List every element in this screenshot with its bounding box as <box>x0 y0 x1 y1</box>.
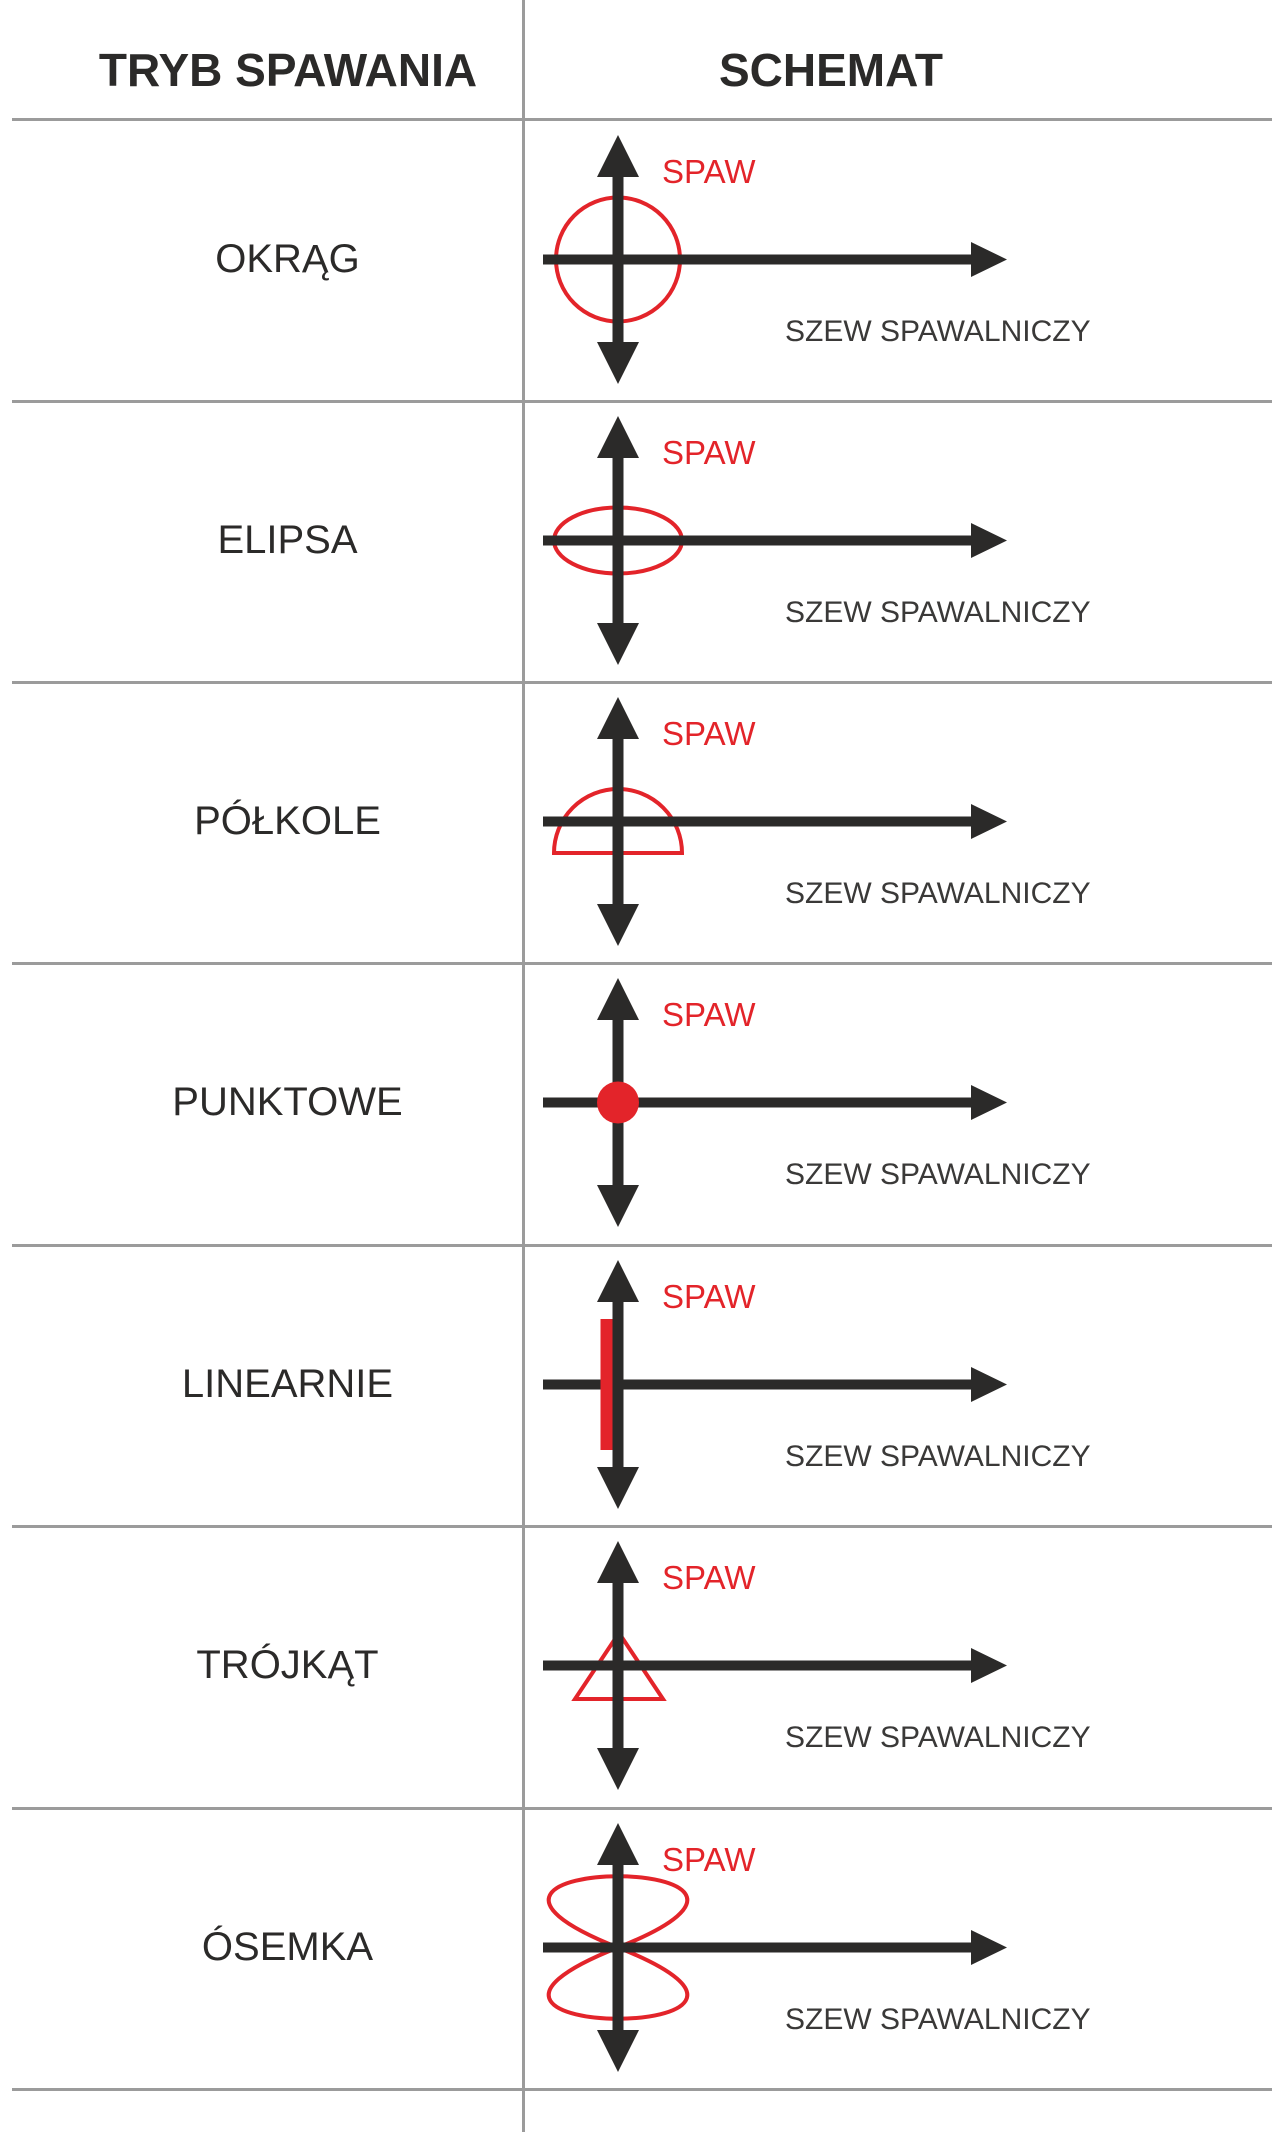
down-arrowhead-icon <box>597 342 639 384</box>
header-mode-column: TRYB SPAWANIA <box>98 44 478 96</box>
header-schema-column: SCHEMAT <box>718 44 944 96</box>
right-arrowhead-icon <box>971 523 1007 558</box>
spaw-label: SPAW <box>662 153 756 190</box>
weld-shape-bar <box>600 1319 613 1450</box>
right-arrowhead-icon <box>971 1648 1007 1683</box>
right-arrowhead-icon <box>971 804 1007 839</box>
right-arrowhead-icon <box>971 242 1007 277</box>
row-punktowe: PUNKTOWE SPAW SZEW SPAWALNICZY <box>0 962 1284 1243</box>
up-arrowhead-icon <box>597 416 639 458</box>
up-arrowhead-icon <box>597 978 639 1020</box>
mode-label: PÓŁKOLE <box>194 799 381 843</box>
mode-label: ÓSEMKA <box>201 1925 374 1969</box>
row-separator-line <box>12 962 1272 965</box>
row-okrag: OKRĄG SPAW SZEW SPAWALNICZY <box>0 119 1284 400</box>
row-linearnie: LINEARNIE SPAW SZEW SPAWALNICZY <box>0 1244 1284 1525</box>
schematic-polkole: SPAW SZEW SPAWALNICZY <box>543 697 1091 946</box>
szew-label: SZEW SPAWALNICZY <box>785 596 1091 629</box>
mode-label: PUNKTOWE <box>172 1080 403 1124</box>
row-separator-line <box>12 681 1272 684</box>
szew-label: SZEW SPAWALNICZY <box>785 1158 1091 1191</box>
szew-label: SZEW SPAWALNICZY <box>785 877 1091 910</box>
up-arrowhead-icon <box>597 1260 639 1302</box>
schematic-osemka: SPAW SZEW SPAWALNICZY <box>543 1823 1091 2072</box>
down-arrowhead-icon <box>597 2030 639 2072</box>
down-arrowhead-icon <box>597 904 639 946</box>
row-separator-line <box>12 1244 1272 1247</box>
down-arrowhead-icon <box>597 623 639 665</box>
schematic-trojkat: SPAW SZEW SPAWALNICZY <box>543 1541 1091 1790</box>
row-osemka: ÓSEMKA SPAW SZEW SPAWALNICZY <box>0 1807 1284 2088</box>
up-arrowhead-icon <box>597 1823 639 1865</box>
column-divider-line <box>522 0 525 2132</box>
up-arrowhead-icon <box>597 135 639 177</box>
spaw-label: SPAW <box>662 1841 756 1878</box>
row-polkole: PÓŁKOLE SPAW SZEW SPAWALNICZY <box>0 681 1284 962</box>
spaw-label: SPAW <box>662 715 756 752</box>
schematic-linearnie: SPAW SZEW SPAWALNICZY <box>543 1260 1091 1509</box>
schematic-okrag: SPAW SZEW SPAWALNICZY <box>543 135 1091 384</box>
schematic-elipsa: SPAW SZEW SPAWALNICZY <box>543 416 1091 665</box>
row-separator-line <box>12 2088 1272 2091</box>
right-arrowhead-icon <box>971 1367 1007 1402</box>
mode-label: LINEARNIE <box>181 1362 394 1406</box>
row-separator-line <box>12 1525 1272 1528</box>
mode-label: TRÓJKĄT <box>196 1643 379 1687</box>
mode-label: ELIPSA <box>217 518 358 562</box>
up-arrowhead-icon <box>597 1541 639 1583</box>
right-arrowhead-icon <box>971 1085 1007 1120</box>
down-arrowhead-icon <box>597 1467 639 1509</box>
row-separator-line <box>12 118 1272 121</box>
row-trojkat: TRÓJKĄT SPAW SZEW SPAWALNICZY <box>0 1525 1284 1806</box>
schematic-punktowe: SPAW SZEW SPAWALNICZY <box>543 978 1091 1227</box>
down-arrowhead-icon <box>597 1185 639 1227</box>
szew-label: SZEW SPAWALNICZY <box>785 1440 1091 1473</box>
row-separator-line <box>12 1807 1272 1810</box>
up-arrowhead-icon <box>597 697 639 739</box>
right-arrowhead-icon <box>971 1930 1007 1965</box>
row-separator-line <box>12 400 1272 403</box>
row-elipsa: ELIPSA SPAW SZEW SPAWALNICZY <box>0 400 1284 681</box>
szew-label: SZEW SPAWALNICZY <box>785 315 1091 348</box>
spaw-label: SPAW <box>662 1559 756 1596</box>
spaw-label: SPAW <box>662 996 756 1033</box>
weld-shape-dot <box>597 1081 639 1124</box>
szew-label: SZEW SPAWALNICZY <box>785 1721 1091 1754</box>
spaw-label: SPAW <box>662 1278 756 1315</box>
szew-label: SZEW SPAWALNICZY <box>785 2003 1091 2036</box>
mode-label: OKRĄG <box>215 237 360 281</box>
down-arrowhead-icon <box>597 1748 639 1790</box>
spaw-label: SPAW <box>662 434 756 471</box>
